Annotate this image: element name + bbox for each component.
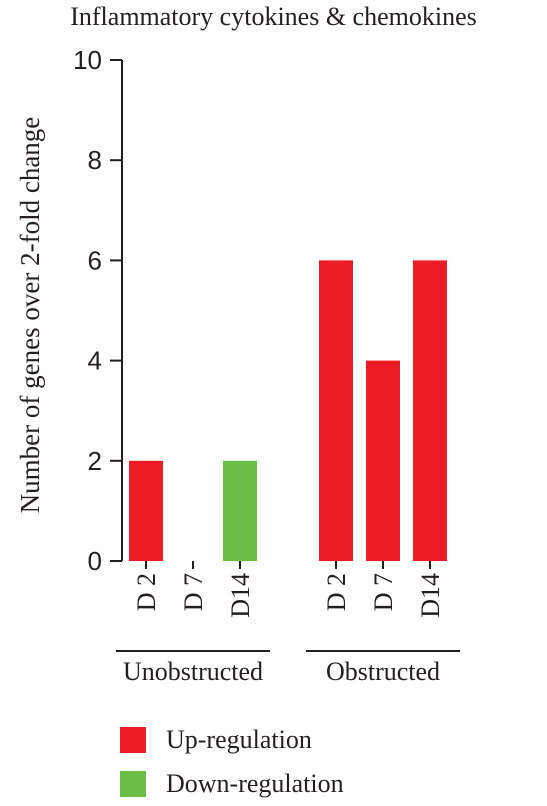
y-tick-label-0: 0 — [88, 546, 102, 576]
bar-obstructed-d14 — [413, 260, 447, 561]
y-tick-label-2: 2 — [88, 446, 102, 476]
bar-unobstructed-d14 — [223, 460, 257, 561]
legend: Up-regulation Down-regulation — [120, 718, 344, 806]
y-tick-label-4: 4 — [88, 346, 102, 376]
legend-item-up-regulation: Up-regulation — [120, 718, 344, 762]
legend-swatch-down-regulation — [120, 771, 146, 797]
x-category-label-0-0: D 2 — [132, 573, 161, 611]
bar-chart: 0 2 4 6 8 10 D 2 D 7 D14 Unobstructed D 2 D 7 D14 Obs… — [73, 45, 460, 686]
x-category-label-1-1: D 7 — [369, 573, 398, 611]
group-label-1: Obstructed — [326, 657, 440, 686]
bar-unobstructed-d2 — [129, 460, 163, 561]
y-tick-label-8: 8 — [88, 145, 102, 175]
y-tick-label-6: 6 — [88, 245, 102, 275]
bar-obstructed-d7 — [366, 360, 400, 561]
bar-obstructed-d2 — [319, 260, 353, 561]
legend-item-down-regulation: Down-regulation — [120, 762, 344, 806]
legend-label-up-regulation: Up-regulation — [166, 725, 312, 754]
group-label-0: Unobstructed — [123, 657, 263, 686]
x-category-label-1-0: D 2 — [322, 573, 351, 611]
chart-title: Inflammatory cytokines & chemokines — [70, 2, 477, 31]
x-category-label-1-2: D14 — [416, 573, 445, 618]
y-tick-label-10: 10 — [73, 45, 102, 75]
legend-label-down-regulation: Down-regulation — [166, 769, 344, 798]
x-category-label-0-2: D14 — [226, 573, 255, 618]
x-category-label-0-1: D 7 — [179, 573, 208, 611]
legend-swatch-up-regulation — [120, 727, 146, 753]
